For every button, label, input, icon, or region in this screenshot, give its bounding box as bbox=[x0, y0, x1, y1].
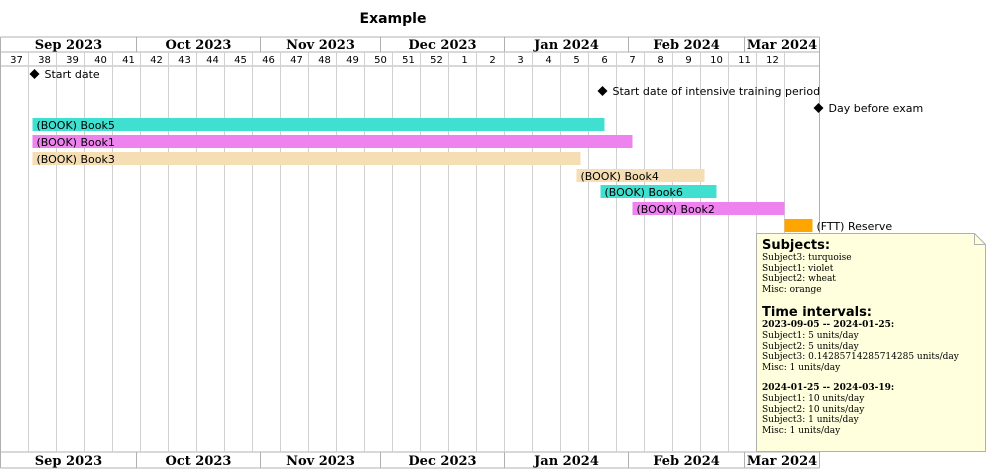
milestone-label: Start date bbox=[45, 68, 100, 81]
note-interval-line: Misc: 1 units/day bbox=[762, 362, 841, 373]
week-number: 10 bbox=[710, 55, 723, 66]
task-bar bbox=[32, 135, 633, 148]
task-label: (BOOK) Book5 bbox=[37, 119, 115, 132]
month-label-footer: Jan 2024 bbox=[533, 454, 599, 469]
month-label: Mar 2024 bbox=[747, 38, 817, 53]
note-interval-line: Subject2: 10 units/day bbox=[762, 404, 865, 415]
week-number: 12 bbox=[766, 55, 779, 66]
week-number: 6 bbox=[601, 55, 607, 66]
note-subjects-heading: Subjects: bbox=[762, 238, 831, 253]
month-label-footer: Dec 2023 bbox=[408, 454, 476, 469]
task-label: (BOOK) Book2 bbox=[637, 203, 715, 216]
week-number: 38 bbox=[38, 55, 51, 66]
task-label: (BOOK) Book4 bbox=[581, 170, 659, 183]
grid-lines bbox=[0, 36, 820, 469]
task-label: (BOOK) Book6 bbox=[605, 186, 683, 199]
week-number: 46 bbox=[262, 55, 275, 66]
week-number: 3 bbox=[517, 55, 523, 66]
week-number: 7 bbox=[629, 55, 635, 66]
note-interval-range: 2023-09-05 -- 2024-01-25: bbox=[762, 320, 895, 330]
note-interval-line: Subject1: 5 units/day bbox=[762, 331, 859, 341]
task-label: (BOOK) Book3 bbox=[37, 153, 115, 166]
note-subject-line: Subject2: wheat bbox=[762, 274, 836, 284]
week-number: 45 bbox=[234, 55, 247, 66]
task-bar bbox=[32, 152, 581, 165]
task-label: (BOOK) Book1 bbox=[37, 136, 115, 149]
milestone-label: Day before exam bbox=[829, 102, 924, 115]
week-number: 9 bbox=[685, 55, 691, 66]
week-number: 41 bbox=[122, 55, 135, 66]
week-number: 8 bbox=[657, 55, 663, 66]
month-label: Nov 2023 bbox=[286, 38, 355, 53]
note-interval-line: Subject1: 10 units/day bbox=[762, 394, 865, 404]
month-label: Feb 2024 bbox=[653, 38, 720, 53]
note-subject-line: Subject1: violet bbox=[762, 263, 834, 274]
week-number: 11 bbox=[738, 55, 751, 66]
milestones: Start date Start date of intensive traini… bbox=[29, 68, 924, 115]
timeline-header-top: Sep 2023 Oct 2023 Nov 2023 Dec 2023 Jan 2024… bbox=[10, 38, 817, 66]
task-label: (FTT) Reserve bbox=[817, 220, 893, 233]
week-number: 52 bbox=[430, 55, 443, 66]
week-number: 4 bbox=[545, 55, 551, 66]
week-number: 49 bbox=[346, 55, 359, 66]
week-number: 1 bbox=[461, 55, 467, 66]
note-interval-line: Subject3: 1 units/day bbox=[762, 415, 859, 425]
month-label-footer: Nov 2023 bbox=[286, 454, 355, 469]
note-interval-line: Subject3: 0.14285714285714285 units/day bbox=[762, 352, 959, 362]
tasks: (BOOK) Book5 (BOOK) Book1 (BOOK) Book3 (BOO… bbox=[32, 118, 893, 233]
chart-title: Example bbox=[360, 11, 427, 27]
week-number: 37 bbox=[10, 55, 23, 66]
week-number: 42 bbox=[150, 55, 163, 66]
week-number: 39 bbox=[66, 55, 79, 66]
milestone-diamond bbox=[813, 103, 824, 113]
task-bar bbox=[784, 219, 813, 232]
month-label-footer: Oct 2023 bbox=[166, 454, 232, 469]
week-number: 47 bbox=[290, 55, 303, 66]
month-label: Oct 2023 bbox=[166, 38, 232, 53]
week-number: 50 bbox=[374, 55, 387, 66]
task-bar bbox=[576, 169, 705, 182]
week-number: 2 bbox=[489, 55, 495, 66]
note-interval-line: Subject2: 5 units/day bbox=[762, 341, 859, 352]
note-subject-line: Misc: orange bbox=[762, 284, 822, 295]
note-interval-line: Misc: 1 units/day bbox=[762, 425, 841, 436]
note-intervals-heading: Time intervals: bbox=[762, 305, 873, 320]
milestone-label: Start date of intensive training period bbox=[613, 85, 821, 98]
task-bar bbox=[600, 185, 717, 198]
week-number: 43 bbox=[178, 55, 191, 66]
milestone-diamond bbox=[597, 86, 608, 96]
week-number: 5 bbox=[573, 55, 579, 66]
week-number: 51 bbox=[402, 55, 415, 66]
month-label: Jan 2024 bbox=[533, 38, 599, 53]
month-label-footer: Sep 2023 bbox=[35, 454, 102, 469]
legend-note: Subjects: Subject3: turquoise Subject1: … bbox=[756, 233, 986, 452]
task-bar bbox=[32, 118, 605, 131]
note-interval-range: 2024-01-25 -- 2024-03-19: bbox=[762, 383, 895, 393]
week-number: 40 bbox=[94, 55, 107, 66]
month-label-footer: Feb 2024 bbox=[653, 454, 720, 469]
week-number: 48 bbox=[318, 55, 331, 66]
week-number: 44 bbox=[206, 55, 219, 66]
month-label: Dec 2023 bbox=[408, 38, 476, 53]
month-label-footer: Mar 2024 bbox=[747, 454, 817, 469]
milestone-diamond bbox=[29, 69, 40, 79]
month-label: Sep 2023 bbox=[35, 38, 102, 53]
timeline-header-bottom: Sep 2023 Oct 2023 Nov 2023 Dec 2023 Jan 2024… bbox=[35, 454, 817, 469]
note-subject-line: Subject3: turquoise bbox=[762, 253, 852, 263]
note-content: Subjects: Subject3: turquoise Subject1: … bbox=[762, 238, 982, 436]
task-bar bbox=[632, 202, 785, 215]
